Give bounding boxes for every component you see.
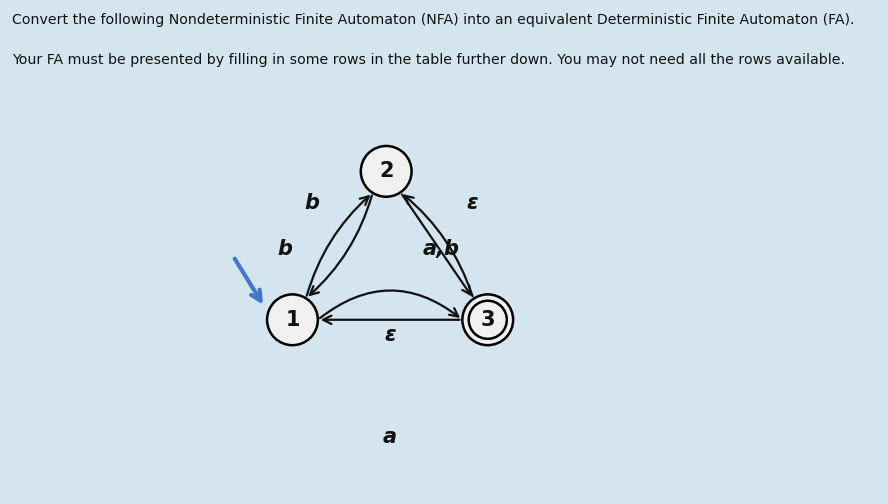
Text: a: a: [383, 427, 397, 447]
Text: ε: ε: [385, 326, 396, 345]
Text: Convert the following Nondeterministic Finite Automaton (NFA) into an equivalent: Convert the following Nondeterministic F…: [12, 13, 854, 27]
Text: a,b: a,b: [423, 239, 459, 260]
Text: Your FA must be presented by filling in some rows in the table further down. You: Your FA must be presented by filling in …: [12, 53, 844, 67]
Circle shape: [267, 294, 318, 345]
Text: b: b: [305, 193, 320, 213]
Text: b: b: [277, 239, 292, 260]
Text: 3: 3: [480, 310, 495, 330]
Circle shape: [361, 146, 411, 197]
Text: 2: 2: [379, 161, 393, 181]
Circle shape: [463, 294, 513, 345]
Text: ε: ε: [466, 193, 478, 213]
Text: 1: 1: [285, 310, 300, 330]
